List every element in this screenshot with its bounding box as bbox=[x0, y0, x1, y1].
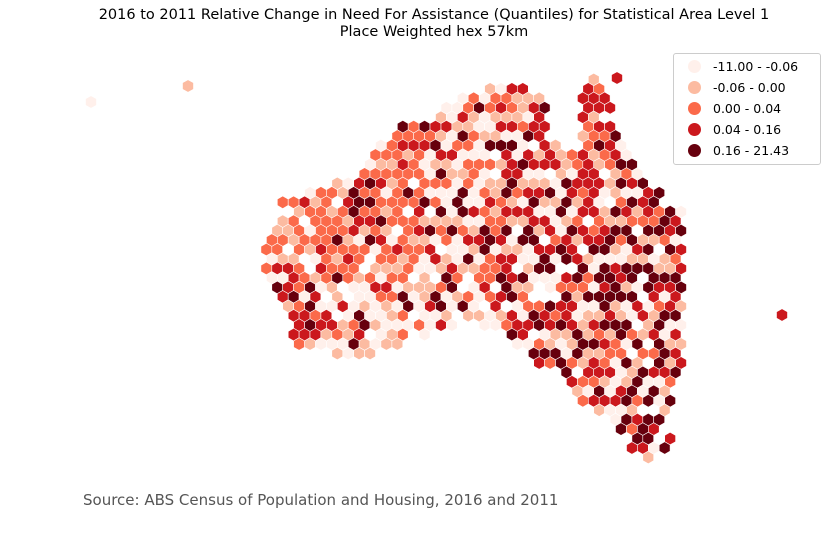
map-title-line-2: Place Weighted hex 57km bbox=[339, 24, 529, 40]
hex-cell bbox=[391, 337, 404, 351]
legend-item: 0.04 - 0.16 bbox=[674, 119, 820, 140]
legend-item: 0.16 - 21.43 bbox=[674, 140, 820, 161]
legend-item: -0.06 - 0.00 bbox=[674, 77, 820, 98]
hex-cell bbox=[776, 308, 788, 322]
hex-cell bbox=[418, 327, 431, 342]
map-title-line-1: 2016 to 2011 Relative Change in Need For… bbox=[98, 7, 770, 23]
hex-cell bbox=[277, 195, 289, 209]
hex-cell bbox=[544, 280, 556, 295]
legend-swatch-icon bbox=[688, 81, 701, 94]
hex-cell bbox=[533, 356, 545, 370]
legend-label: 0.16 - 21.43 bbox=[713, 143, 790, 158]
hex-cell bbox=[642, 450, 654, 465]
legend-swatch-icon bbox=[688, 102, 701, 115]
hex-cell bbox=[658, 441, 671, 455]
legend-label: 0.04 - 0.16 bbox=[713, 122, 782, 137]
hex-cell bbox=[446, 318, 458, 332]
legend-swatch-icon bbox=[688, 60, 701, 73]
map-title: 2016 to 2011 Relative Change in Need For… bbox=[0, 7, 834, 41]
legend-item: -11.00 - -0.06 bbox=[674, 56, 820, 77]
legend-swatch-icon bbox=[688, 123, 701, 136]
hex-cell bbox=[642, 394, 654, 408]
hex-cell bbox=[85, 95, 97, 109]
source-note: Source: ABS Census of Population and Hou… bbox=[83, 491, 559, 509]
legend-label: 0.00 - 0.04 bbox=[713, 101, 782, 116]
hex-cell bbox=[577, 394, 589, 408]
hex-cell bbox=[615, 422, 627, 436]
hex-cell bbox=[604, 101, 616, 115]
hex-cell bbox=[364, 346, 376, 361]
hex-cell bbox=[560, 252, 573, 266]
legend: -11.00 - -0.06 -0.06 - 0.00 0.00 - 0.04 … bbox=[673, 53, 821, 165]
legend-label: -0.06 - 0.00 bbox=[713, 80, 786, 95]
legend-label: -11.00 - -0.06 bbox=[713, 59, 799, 74]
legend-swatch-icon bbox=[688, 144, 701, 157]
legend-item: 0.00 - 0.04 bbox=[674, 98, 820, 119]
hex-cell bbox=[544, 356, 556, 370]
hex-cell bbox=[182, 79, 194, 93]
hex-cell bbox=[611, 71, 623, 85]
